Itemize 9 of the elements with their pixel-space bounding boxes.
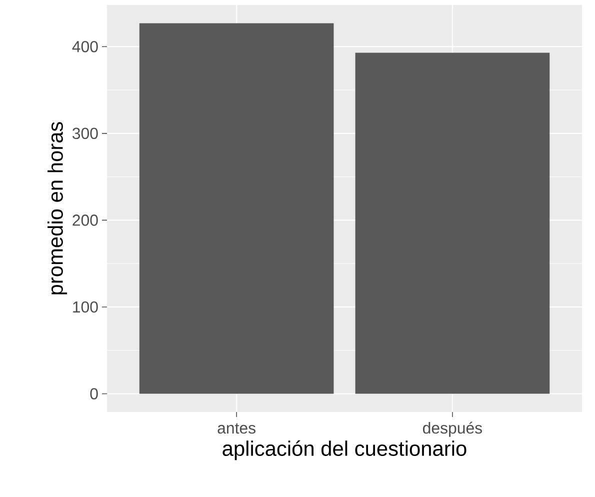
y-axis-title: promedio en horas	[48, 122, 68, 294]
x-tick-label: después	[423, 422, 482, 437]
y-tick-label: 100	[73, 301, 98, 313]
y-tick-label: 300	[72, 128, 98, 140]
x-tick-label: antes	[218, 423, 256, 434]
y-tick-label: 0	[90, 388, 98, 400]
y-tick-label: 200	[72, 214, 98, 226]
y-tick-label: 400	[72, 41, 98, 52]
x-axis-title: aplicación del cuestionario	[222, 440, 466, 460]
